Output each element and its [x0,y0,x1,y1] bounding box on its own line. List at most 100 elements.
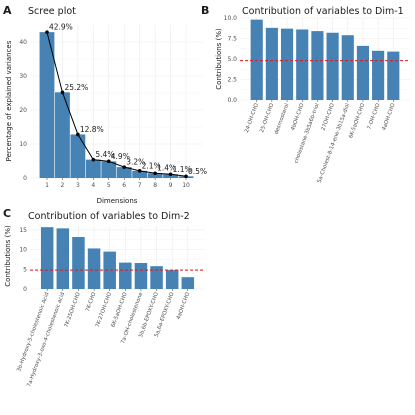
y-tick-label: 5 [23,266,27,273]
y-tick-label: 0 [23,286,27,293]
bar-4 [85,159,101,178]
data-label: 4.9% [111,152,130,161]
bar-24-OH-CHO [250,19,263,100]
panel-a-title: Scree plot [28,6,76,17]
scree-point [45,30,49,34]
x-tick-label: 4bOH-CHO [290,103,305,132]
x-tick-label: 24-OH-CHO [244,103,260,134]
panel-b-title: Contribution of variables to Dim-1 [242,6,404,17]
bar-6 [116,167,132,178]
panel-a-y-axis-label: Percentage of explained variances [5,40,13,161]
bar-4aOH-CHO [387,51,400,100]
scree-point [184,174,188,179]
scree-point [137,169,142,173]
x-tick-label: 4aOH-CHO [176,292,191,321]
scree-point [106,159,111,164]
bar-5b,6b-EPOXY-CHO [150,266,163,289]
panel-a: A Scree plot 0 10 20 30 40 42.9% 25.2% 12.8% 5.4… [3,4,207,205]
data-label: 5.4% [95,150,114,159]
data-label: 25.2% [64,83,88,92]
y-tick-label: 0 [23,175,27,182]
scree-point [168,172,173,177]
bar-8 [147,173,163,178]
y-tick-label: 5.0 [227,56,237,63]
bar-5a,6a-EPOXY-CHO [165,270,179,289]
bar-7K-27OH-CHO [103,251,116,289]
data-label: 1.4% [157,164,176,173]
x-tick-label: 7K-27OH-CHO [95,292,113,329]
x-tick-label: 9 [169,182,173,189]
y-tick-label: 15 [19,227,27,234]
y-tick-label: 10 [19,141,27,148]
x-tick-label: 4aOH-CHO [381,103,396,132]
y-tick-label: 10 [19,247,27,254]
bar-7a-OH-cholestenone [134,263,148,289]
panel-a-letter: A [3,4,12,17]
y-tick-label: 20 [19,107,27,114]
bar-4aOH-CHO [181,277,195,289]
x-tick-label: 7K-CHO [85,292,97,313]
x-tick-label: 8 [153,182,157,189]
x-tick-label: 3 [76,182,80,189]
x-tick-label: 5a-Cholest-8-14-ene-3b15a-diol [317,103,351,184]
x-tick-label: 2 [61,182,65,189]
x-tick-label: 27OH-CHO [321,103,336,132]
y-tick-label: 7.5 [227,36,237,43]
panel-a-x-axis-label: Dimensions [97,197,138,205]
bar-cholestane-3b5a6b-triol [311,31,324,100]
x-tick-label: 7 [138,182,142,189]
bar-1 [39,32,55,178]
bar-7 [132,170,148,178]
data-label: 2.1% [142,161,161,170]
bar-3b-Hydroxy-5-cholestenoic Acid [40,227,54,289]
bar-9 [163,174,178,178]
scree-point [153,171,157,176]
panel-c-y-axis-label: Contributions (%) [4,225,12,287]
panel-b: B Contribution of variables to Dim-1 0.0… [201,4,410,184]
y-tick-label: 2.5 [227,77,237,84]
bar-4bOH-CHO [296,29,309,101]
data-label: 1.1% [173,165,192,174]
y-tick-label: 40 [19,39,27,46]
bar-7K-CHO [87,248,101,289]
data-label: 42.9% [49,23,73,32]
data-label: 0.5% [188,167,207,176]
y-tick-label: 30 [19,73,27,80]
y-tick-label: 10.0 [224,15,238,22]
bar-2 [55,92,70,178]
bar-7K-25OH-CHO [72,237,85,289]
bar-27OH-CHO [326,32,339,101]
bar-desmosterol [280,28,294,100]
x-tick-label: 4 [91,182,95,189]
x-tick-label: 6K-5aOH-CHO [348,103,366,140]
data-label: 3.2% [126,158,145,167]
bar-7a-Hydroxy-3-oxo-4-cholestenoic acid [56,228,70,289]
x-tick-label: 5 [107,182,111,189]
bar-6K-5aOH-CHO [119,262,132,289]
scree-line [46,32,187,177]
scree-point [60,90,65,95]
scree-point [122,165,127,169]
x-tick-label: 7-OH-CHO [367,103,382,131]
bar-7-OH-CHO [372,50,385,100]
x-tick-label: 10 [182,182,190,189]
panel-c: C Contribution of variables to Dim-2 0 5 1… [3,207,205,388]
bar-6K-5aOH-CHO [356,45,370,100]
panel-c-letter: C [3,207,11,220]
x-tick-label: 7K-25OH-CHO [64,292,82,329]
x-tick-label: 1 [45,182,49,189]
x-tick-label: desmosterol [274,103,291,136]
panel-b-plot-area: 0.0 2.5 5.0 7.5 10.0 24-OH-CHO 25-OH-CHOdesmos… [224,15,410,184]
bar-5a-Cholest-8-14-ene-3b15a-diol [341,35,354,100]
panel-b-letter: B [201,4,209,17]
y-tick-label: 0.0 [227,97,237,104]
panel-c-title: Contribution of variables to Dim-2 [28,211,190,222]
panel-a-plot-area: 0 10 20 30 40 42.9% 25.2% 12.8% 5.4%4.9%3.2%2.1%… [19,23,207,189]
x-tick-label: 6K-5aOH-CHO [110,292,128,329]
bar-3 [70,134,86,178]
scree-point [91,157,96,162]
data-label: 12.8% [80,125,104,134]
panel-b-y-axis-label: Contributions (%) [215,28,223,90]
